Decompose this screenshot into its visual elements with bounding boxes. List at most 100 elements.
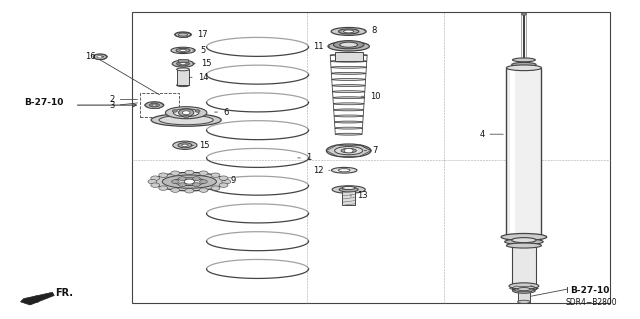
Circle shape bbox=[344, 148, 353, 153]
Bar bbox=[177, 69, 189, 85]
Ellipse shape bbox=[182, 144, 188, 146]
Circle shape bbox=[184, 115, 189, 118]
Text: 2: 2 bbox=[109, 95, 138, 104]
Ellipse shape bbox=[178, 143, 192, 148]
Ellipse shape bbox=[166, 107, 207, 119]
Ellipse shape bbox=[511, 67, 536, 70]
Circle shape bbox=[179, 183, 186, 187]
Text: 15: 15 bbox=[191, 141, 210, 150]
Ellipse shape bbox=[340, 42, 358, 47]
Ellipse shape bbox=[518, 300, 531, 303]
Text: 13: 13 bbox=[350, 191, 367, 200]
Circle shape bbox=[219, 183, 228, 187]
Circle shape bbox=[179, 109, 194, 116]
Polygon shape bbox=[20, 292, 54, 305]
Ellipse shape bbox=[180, 49, 186, 51]
Circle shape bbox=[193, 183, 200, 187]
Ellipse shape bbox=[332, 85, 365, 86]
Bar bbox=[178, 59, 188, 62]
Ellipse shape bbox=[339, 169, 350, 172]
Text: 14: 14 bbox=[189, 73, 208, 82]
Ellipse shape bbox=[335, 146, 363, 155]
Ellipse shape bbox=[518, 287, 531, 291]
Ellipse shape bbox=[333, 97, 364, 99]
Ellipse shape bbox=[93, 54, 107, 60]
Circle shape bbox=[179, 177, 186, 181]
Bar bbox=[140, 93, 179, 117]
Text: 17: 17 bbox=[190, 30, 207, 39]
Ellipse shape bbox=[504, 239, 543, 245]
Text: 9: 9 bbox=[224, 176, 236, 185]
Circle shape bbox=[199, 188, 208, 192]
Text: 7: 7 bbox=[364, 146, 378, 155]
Ellipse shape bbox=[177, 84, 189, 87]
Ellipse shape bbox=[333, 41, 364, 49]
Text: 5: 5 bbox=[193, 46, 206, 55]
Circle shape bbox=[151, 183, 160, 187]
Bar bbox=[518, 289, 531, 302]
Ellipse shape bbox=[171, 47, 195, 54]
Ellipse shape bbox=[331, 60, 367, 62]
Circle shape bbox=[159, 186, 168, 190]
Text: 1: 1 bbox=[298, 153, 311, 162]
Text: 11: 11 bbox=[313, 42, 330, 51]
Ellipse shape bbox=[328, 41, 369, 51]
Ellipse shape bbox=[151, 114, 221, 126]
Ellipse shape bbox=[174, 178, 205, 185]
Ellipse shape bbox=[176, 48, 190, 52]
Text: 15: 15 bbox=[193, 59, 211, 68]
Bar bbox=[335, 52, 363, 62]
Ellipse shape bbox=[332, 186, 365, 193]
Circle shape bbox=[171, 171, 180, 175]
Circle shape bbox=[199, 171, 208, 175]
Circle shape bbox=[219, 176, 228, 180]
Bar bbox=[511, 240, 536, 289]
Ellipse shape bbox=[333, 109, 364, 111]
Ellipse shape bbox=[149, 103, 159, 107]
Ellipse shape bbox=[172, 60, 194, 67]
Circle shape bbox=[171, 188, 180, 192]
Circle shape bbox=[148, 179, 157, 184]
Text: 12: 12 bbox=[313, 166, 330, 175]
Circle shape bbox=[185, 170, 194, 175]
Ellipse shape bbox=[331, 66, 366, 68]
Ellipse shape bbox=[177, 68, 189, 71]
Ellipse shape bbox=[180, 63, 186, 65]
Ellipse shape bbox=[152, 104, 157, 106]
Ellipse shape bbox=[506, 243, 541, 248]
Ellipse shape bbox=[163, 175, 216, 188]
Ellipse shape bbox=[335, 121, 363, 123]
Ellipse shape bbox=[344, 30, 354, 33]
Ellipse shape bbox=[339, 187, 358, 192]
Ellipse shape bbox=[513, 58, 535, 62]
Circle shape bbox=[200, 180, 207, 183]
Ellipse shape bbox=[332, 78, 365, 80]
Text: FR.: FR. bbox=[56, 288, 74, 298]
Circle shape bbox=[182, 111, 190, 115]
Ellipse shape bbox=[342, 186, 355, 189]
Text: 4: 4 bbox=[479, 130, 503, 139]
Ellipse shape bbox=[178, 33, 188, 36]
Ellipse shape bbox=[511, 238, 536, 243]
Ellipse shape bbox=[339, 29, 359, 34]
Text: 10: 10 bbox=[361, 92, 380, 101]
Circle shape bbox=[522, 13, 527, 15]
Ellipse shape bbox=[333, 91, 365, 93]
Text: B-27-10: B-27-10 bbox=[570, 286, 610, 295]
Ellipse shape bbox=[341, 148, 356, 153]
Ellipse shape bbox=[333, 103, 364, 105]
Circle shape bbox=[185, 189, 194, 193]
Ellipse shape bbox=[145, 102, 164, 108]
Bar bbox=[132, 12, 610, 303]
Ellipse shape bbox=[501, 234, 547, 241]
Text: B-27-10: B-27-10 bbox=[24, 98, 63, 107]
Ellipse shape bbox=[173, 141, 197, 149]
Text: 8: 8 bbox=[364, 26, 376, 35]
Bar bbox=[342, 188, 355, 205]
Ellipse shape bbox=[177, 62, 189, 66]
Bar bbox=[510, 68, 515, 239]
Text: 6: 6 bbox=[214, 108, 228, 116]
Ellipse shape bbox=[173, 109, 199, 117]
Ellipse shape bbox=[506, 65, 541, 70]
Circle shape bbox=[222, 179, 231, 184]
